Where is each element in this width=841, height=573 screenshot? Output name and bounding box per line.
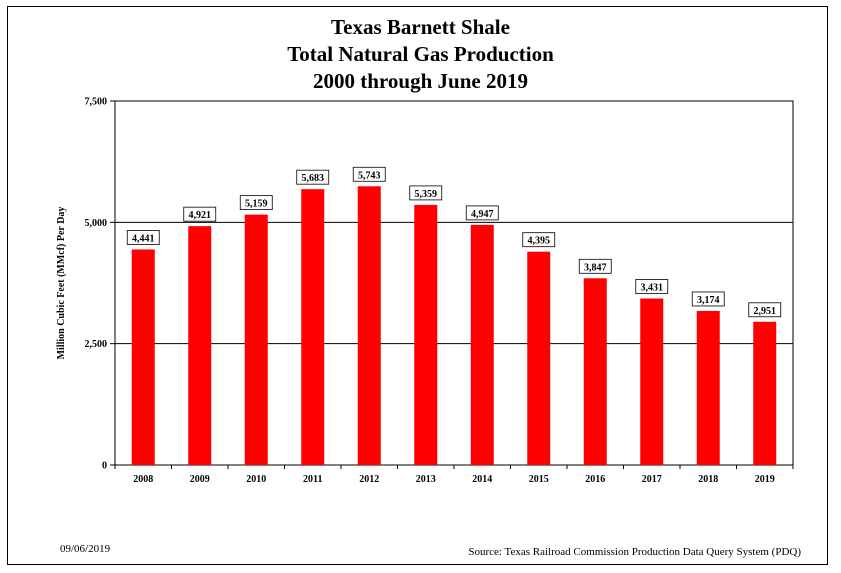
source-note: Source: Texas Railroad Commission Produc… [468, 546, 801, 558]
bar [527, 251, 551, 465]
x-tick-label: 2015 [529, 474, 549, 485]
x-tick-label: 2010 [246, 474, 266, 485]
x-tick-label: 2011 [303, 474, 322, 485]
data-label: 2,951 [754, 306, 777, 317]
y-tick-label: 7,500 [85, 97, 108, 108]
y-axis-label: Million Cubic Feet (MMcf) Per Day [56, 207, 67, 360]
y-tick-label: 0 [102, 461, 107, 472]
chart-title-line-1: Texas Barnett Shale [331, 15, 510, 39]
bar [696, 310, 720, 465]
data-label-box [578, 258, 612, 274]
data-label-box [465, 205, 499, 221]
data-label: 4,921 [189, 210, 212, 221]
bar [583, 278, 607, 465]
data-label: 3,847 [584, 262, 607, 273]
data-label-box [691, 291, 725, 307]
x-tick-label: 2014 [472, 474, 492, 485]
bar [244, 214, 268, 465]
bar [753, 321, 777, 465]
x-tick-label: 2019 [755, 474, 775, 485]
data-label: 4,441 [132, 233, 155, 244]
data-label: 4,395 [528, 236, 551, 247]
data-label-box [409, 185, 443, 201]
data-label: 3,431 [641, 282, 664, 293]
report-date: 09/06/2019 [60, 543, 111, 555]
data-label-box [126, 230, 160, 245]
data-label: 5,359 [415, 189, 438, 200]
x-tick-label: 2012 [359, 474, 379, 485]
data-label-box [352, 166, 386, 182]
data-label-box [296, 169, 330, 185]
x-tick-label: 2009 [190, 474, 210, 485]
data-label: 5,159 [245, 199, 268, 210]
data-label: 5,743 [358, 170, 381, 181]
data-label: 4,947 [471, 209, 494, 220]
data-label-box [183, 206, 217, 222]
x-tick-label: 2013 [416, 474, 436, 485]
x-tick-label: 2018 [698, 474, 718, 485]
chart-title-line-2: Total Natural Gas Production [287, 42, 554, 66]
chart-frame [7, 6, 828, 565]
chart-title: Texas Barnett Shale Total Natural Gas Pr… [0, 14, 841, 95]
x-tick-label: 2016 [585, 474, 605, 485]
data-label: 5,683 [302, 173, 325, 184]
bar [301, 189, 325, 466]
plot-area: 0 2,500 5,000 7,500 2008 4,441 2009 4,921 2010 5,… [85, 97, 794, 485]
bar [357, 186, 381, 465]
data-label-box [522, 232, 556, 248]
bar [640, 298, 664, 465]
bar [414, 204, 438, 466]
chart-title-line-3: 2000 through June 2019 [313, 69, 528, 93]
x-tick-label: 2008 [133, 474, 153, 485]
data-label-box [635, 279, 669, 294]
x-tick-label: 2017 [642, 474, 662, 485]
bar [470, 224, 494, 465]
data-label-box [239, 195, 273, 211]
y-tick-label: 2,500 [85, 339, 108, 350]
bar [188, 226, 212, 465]
data-label: 3,174 [697, 295, 720, 306]
data-label-box [748, 302, 782, 318]
y-tick-label: 5,000 [85, 218, 108, 229]
plot-border [114, 100, 794, 466]
bar [131, 249, 155, 465]
